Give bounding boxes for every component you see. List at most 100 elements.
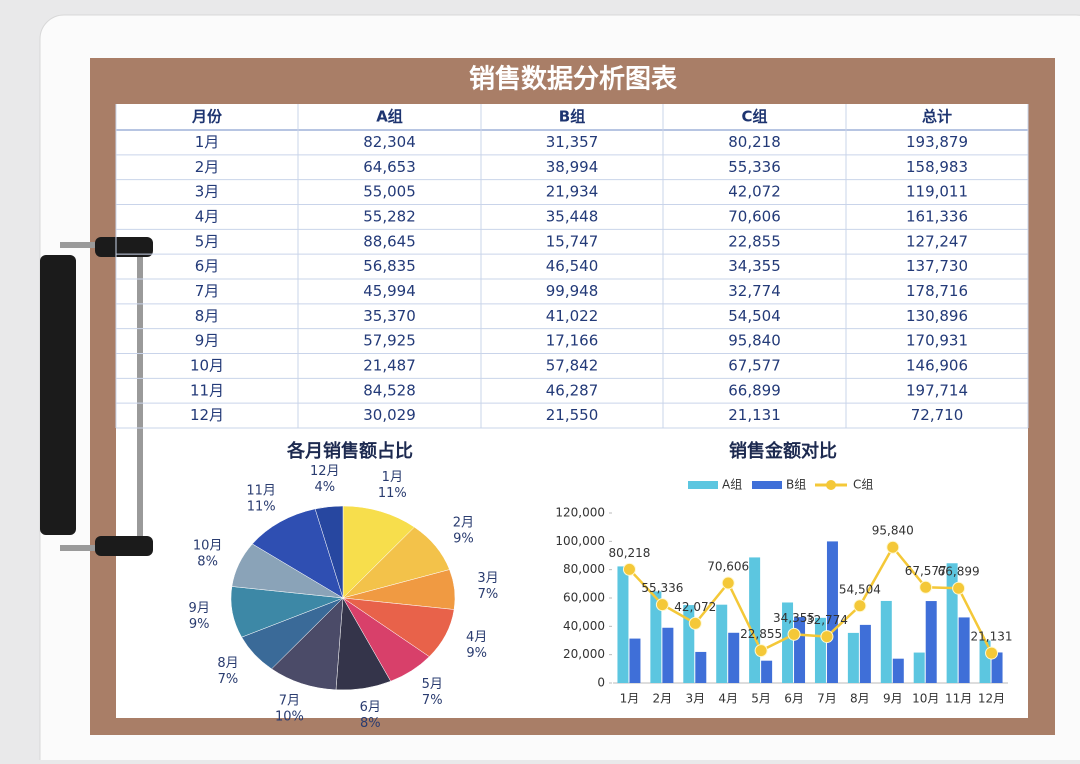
pie-label: 9月 bbox=[189, 601, 210, 616]
table-cell: 8月 bbox=[195, 307, 220, 325]
bar bbox=[650, 591, 662, 683]
table-cell: 31,357 bbox=[546, 133, 599, 151]
x-tick-label: 7月 bbox=[817, 692, 837, 706]
table-cell: 11月 bbox=[190, 381, 224, 399]
y-tick-label: 20,000 bbox=[563, 647, 605, 661]
pie-value-label: 11% bbox=[247, 500, 276, 515]
table-cell: 146,906 bbox=[906, 356, 968, 374]
table-cell: 66,899 bbox=[728, 381, 781, 399]
table-cell: 158,983 bbox=[906, 158, 968, 176]
table-cell: 197,714 bbox=[906, 381, 968, 399]
table-cell: 21,487 bbox=[363, 356, 416, 374]
bar bbox=[847, 632, 859, 683]
pie-label: 7月 bbox=[279, 694, 300, 709]
legend-label: B组 bbox=[786, 478, 806, 492]
data-label: 34,355 bbox=[773, 611, 815, 625]
table-cell: 3月 bbox=[195, 183, 220, 201]
table-cell: 35,448 bbox=[546, 207, 599, 225]
y-tick-label: 0 bbox=[597, 676, 605, 690]
line-point bbox=[820, 630, 834, 644]
data-label: 67,577 bbox=[905, 564, 947, 578]
bar bbox=[892, 658, 904, 683]
pie-label: 10月 bbox=[193, 538, 223, 553]
line-point bbox=[688, 616, 702, 630]
x-tick-label: 8月 bbox=[850, 692, 870, 706]
table-cell: 64,653 bbox=[363, 158, 416, 176]
line-point bbox=[622, 562, 636, 576]
table-cell: 80,218 bbox=[728, 133, 781, 151]
table-cell: 5月 bbox=[195, 232, 220, 250]
page-title: 销售数据分析图表 bbox=[469, 64, 678, 95]
table-cell: 35,370 bbox=[363, 307, 416, 325]
bar bbox=[946, 563, 958, 683]
bar bbox=[859, 624, 871, 683]
pie-value-label: 8% bbox=[360, 716, 381, 731]
table-cell: 57,925 bbox=[363, 332, 416, 350]
x-tick-label: 10月 bbox=[912, 692, 939, 706]
table-cell: 127,247 bbox=[906, 232, 968, 250]
y-tick-label: 120,000 bbox=[555, 506, 605, 520]
pie-slice bbox=[314, 505, 344, 599]
legend-swatch bbox=[752, 481, 782, 489]
table-cell: 9月 bbox=[195, 332, 220, 350]
line-point bbox=[952, 581, 966, 595]
data-label: 70,606 bbox=[707, 559, 749, 573]
x-tick-label: 12月 bbox=[978, 692, 1005, 706]
table-cell: 6月 bbox=[195, 257, 220, 275]
table-cell: 21,131 bbox=[728, 406, 781, 424]
bar bbox=[979, 640, 991, 683]
table-cell: 54,504 bbox=[728, 307, 781, 325]
table-header: 月份 bbox=[191, 108, 223, 126]
table-cell: 55,336 bbox=[728, 158, 781, 176]
pie-label: 2月 bbox=[453, 515, 474, 530]
table-cell: 170,931 bbox=[906, 332, 968, 350]
bar bbox=[761, 660, 773, 683]
table-header: B组 bbox=[559, 108, 585, 126]
table-cell: 41,022 bbox=[546, 307, 599, 325]
pie-value-label: 8% bbox=[197, 554, 218, 569]
x-tick-label: 6月 bbox=[784, 692, 804, 706]
pie-slice bbox=[252, 508, 344, 599]
pie-value-label: 4% bbox=[314, 480, 335, 495]
y-tick-label: 100,000 bbox=[555, 534, 605, 548]
table-cell: 56,835 bbox=[363, 257, 416, 275]
bar bbox=[925, 601, 937, 683]
line-point bbox=[985, 646, 999, 660]
x-tick-label: 4月 bbox=[718, 692, 738, 706]
bar bbox=[991, 652, 1003, 683]
bar bbox=[958, 617, 970, 683]
pie-label: 1月 bbox=[382, 470, 403, 485]
bar-title: 销售金额对比 bbox=[729, 440, 837, 462]
data-label: 95,840 bbox=[872, 524, 914, 538]
line-point bbox=[754, 644, 768, 658]
bar bbox=[826, 541, 838, 683]
table-cell: 10月 bbox=[190, 356, 224, 374]
table-cell: 46,540 bbox=[546, 257, 599, 275]
legend-label: C组 bbox=[853, 478, 873, 492]
table-cell: 84,528 bbox=[363, 381, 416, 399]
table-cell: 72,710 bbox=[911, 406, 964, 424]
table-cell: 38,994 bbox=[546, 158, 599, 176]
table-cell: 21,550 bbox=[546, 406, 599, 424]
table-header: C组 bbox=[741, 108, 767, 126]
bar bbox=[683, 605, 695, 683]
x-tick-label: 5月 bbox=[751, 692, 771, 706]
legend-swatch bbox=[688, 481, 718, 489]
pie-label: 8月 bbox=[217, 656, 238, 671]
pie-value-label: 7% bbox=[422, 693, 443, 708]
data-label: 66,899 bbox=[938, 565, 980, 579]
pie-label: 6月 bbox=[360, 700, 381, 715]
legend-label: A组 bbox=[722, 478, 742, 492]
data-label: 80,218 bbox=[608, 546, 650, 560]
pie-title: 各月销售额占比 bbox=[286, 440, 413, 462]
x-tick-label: 3月 bbox=[685, 692, 705, 706]
clip-grip bbox=[95, 237, 153, 257]
x-tick-label: 9月 bbox=[883, 692, 903, 706]
table-cell: 193,879 bbox=[906, 133, 968, 151]
bar bbox=[662, 627, 674, 683]
clip-bar bbox=[40, 255, 76, 535]
table-cell: 57,842 bbox=[546, 356, 599, 374]
line-point bbox=[919, 580, 933, 594]
table-cell: 82,304 bbox=[363, 133, 416, 151]
